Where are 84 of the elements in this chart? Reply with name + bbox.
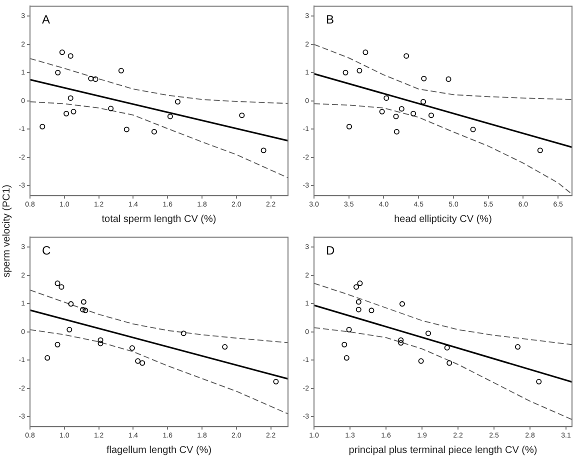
point bbox=[394, 128, 400, 134]
point bbox=[151, 128, 157, 134]
point bbox=[68, 53, 74, 59]
point bbox=[425, 330, 431, 336]
point bbox=[108, 106, 114, 112]
point bbox=[58, 284, 64, 290]
point bbox=[175, 99, 180, 104]
point bbox=[368, 308, 374, 314]
point bbox=[393, 114, 399, 120]
point bbox=[357, 280, 363, 286]
point bbox=[537, 148, 543, 154]
point bbox=[379, 108, 385, 114]
point bbox=[64, 110, 70, 116]
point bbox=[398, 340, 404, 346]
point bbox=[88, 76, 94, 82]
point bbox=[44, 355, 50, 361]
point bbox=[446, 360, 452, 366]
x-axis-title: total sperm length CV (%) bbox=[102, 214, 216, 225]
point bbox=[353, 284, 359, 290]
point bbox=[418, 358, 424, 364]
point bbox=[118, 68, 124, 74]
point bbox=[444, 344, 450, 350]
line-series bbox=[30, 290, 288, 344]
point bbox=[66, 326, 72, 332]
point bbox=[80, 306, 86, 312]
point bbox=[80, 299, 86, 305]
point bbox=[40, 124, 46, 130]
point bbox=[342, 342, 348, 348]
point bbox=[404, 53, 410, 59]
line-series bbox=[314, 282, 572, 346]
point bbox=[59, 50, 65, 56]
point bbox=[399, 301, 405, 307]
point bbox=[428, 112, 434, 118]
point bbox=[344, 355, 350, 361]
point bbox=[124, 126, 130, 132]
line-series bbox=[30, 58, 288, 104]
point bbox=[356, 299, 362, 305]
point bbox=[398, 337, 404, 343]
point bbox=[222, 344, 228, 350]
point bbox=[82, 308, 88, 314]
point bbox=[470, 126, 476, 132]
point bbox=[356, 306, 362, 312]
point bbox=[140, 360, 146, 366]
point bbox=[515, 344, 521, 350]
point bbox=[346, 124, 352, 130]
point bbox=[410, 110, 416, 116]
point bbox=[421, 76, 427, 82]
point bbox=[98, 340, 104, 346]
point bbox=[362, 50, 368, 56]
point bbox=[273, 378, 279, 384]
point bbox=[384, 95, 390, 101]
line-series bbox=[314, 44, 572, 100]
point bbox=[346, 326, 352, 332]
x-axis-title: head ellipticity CV (%) bbox=[394, 214, 492, 225]
point bbox=[180, 330, 186, 336]
point bbox=[260, 148, 266, 154]
line-series bbox=[314, 327, 572, 420]
annotation: D bbox=[326, 244, 335, 258]
point bbox=[239, 112, 245, 118]
line-series bbox=[30, 101, 288, 178]
annotation: A bbox=[42, 12, 50, 27]
annotation: B bbox=[326, 12, 334, 27]
point bbox=[68, 301, 74, 307]
point bbox=[92, 76, 98, 82]
point bbox=[420, 99, 426, 104]
line-series bbox=[30, 329, 288, 414]
y-axis-title: sperm velocity (PC1) bbox=[2, 184, 12, 278]
point bbox=[167, 114, 173, 120]
point bbox=[398, 106, 404, 112]
point bbox=[54, 342, 60, 348]
annotation: C bbox=[42, 244, 51, 258]
point bbox=[68, 95, 74, 101]
point bbox=[446, 76, 452, 82]
point bbox=[55, 70, 61, 76]
point bbox=[342, 70, 348, 76]
point bbox=[356, 68, 362, 74]
point bbox=[70, 108, 76, 114]
point bbox=[98, 337, 104, 343]
point bbox=[536, 378, 542, 384]
x-axis-title: flagellum length CV (%) bbox=[106, 444, 212, 456]
point bbox=[129, 345, 135, 351]
point bbox=[135, 358, 141, 364]
x-axis-title: principal plus terminal piece length CV (%) bbox=[348, 444, 538, 456]
point bbox=[54, 280, 60, 286]
